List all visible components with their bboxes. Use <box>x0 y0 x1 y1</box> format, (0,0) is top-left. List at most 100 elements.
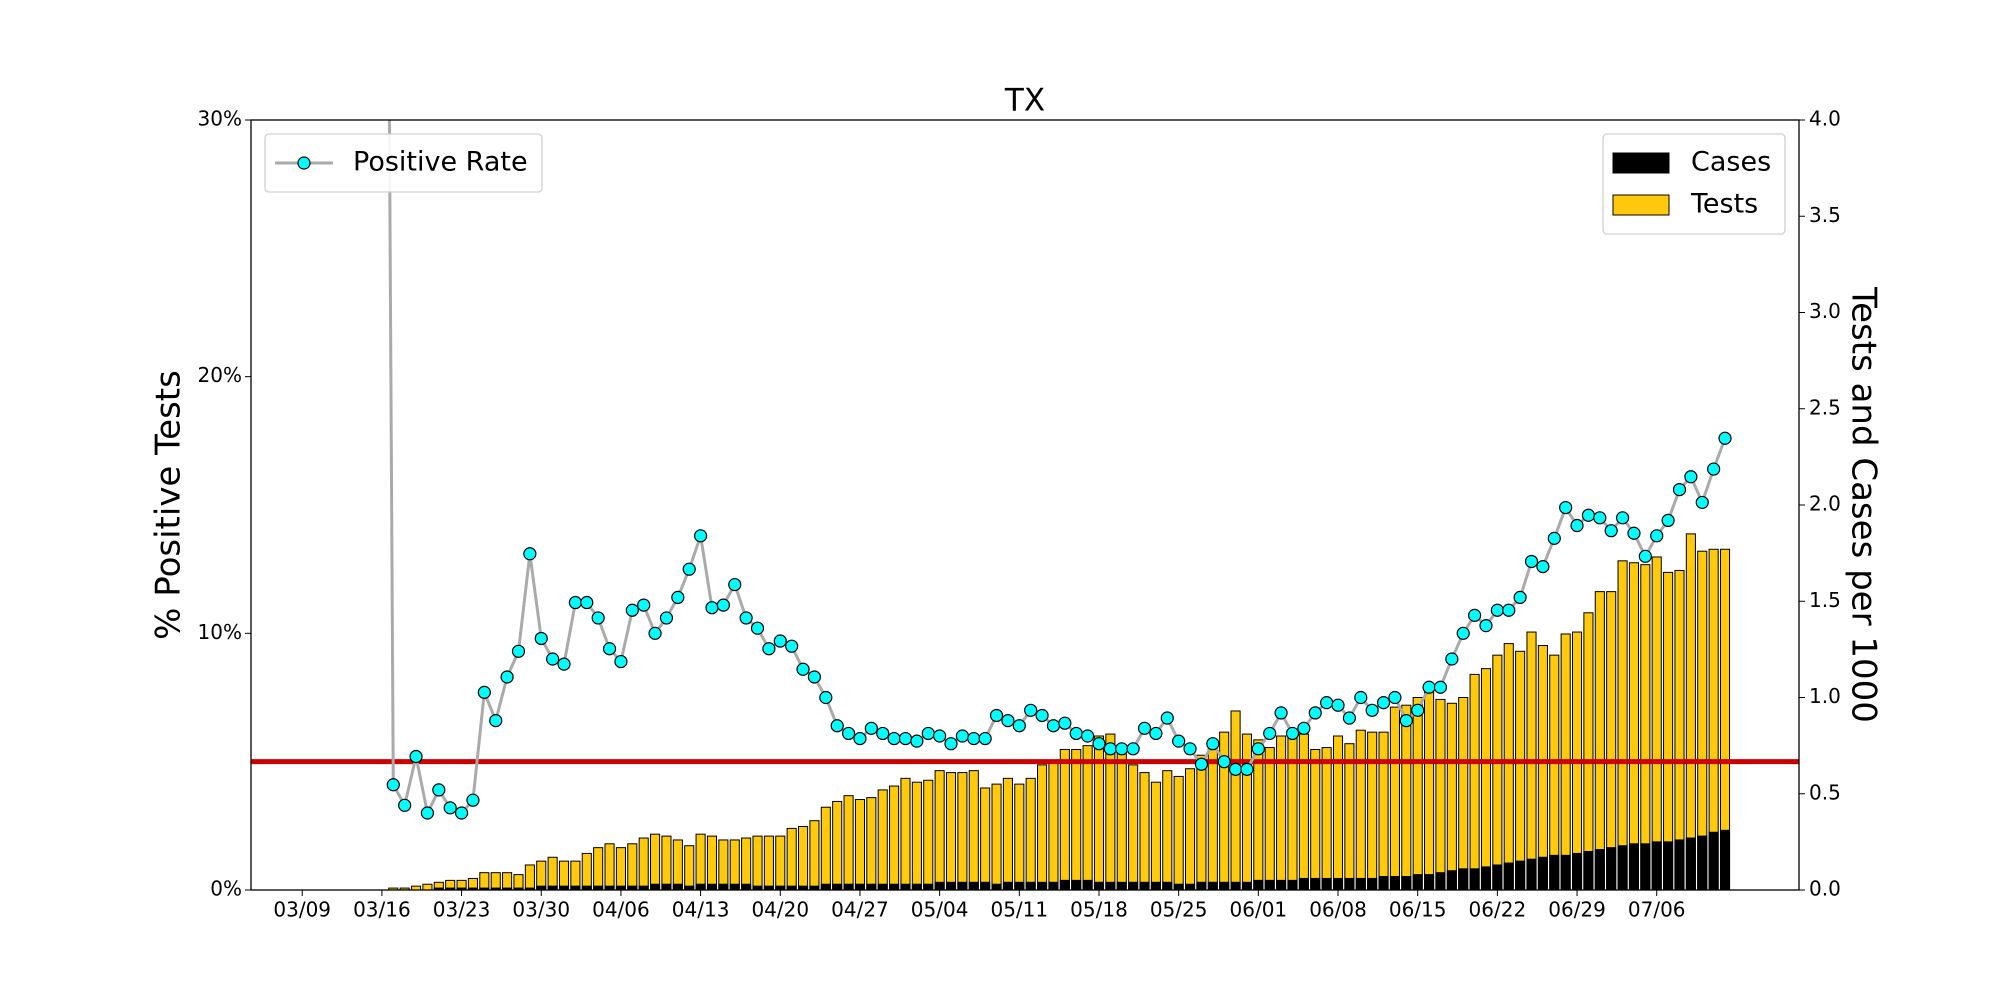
x-tick-label: 05/25 <box>1150 898 1208 922</box>
marker <box>1490 603 1504 617</box>
bar <box>1401 704 1412 891</box>
x-tick-label: 03/23 <box>433 898 491 922</box>
bar <box>1583 612 1594 891</box>
bar <box>820 806 831 891</box>
marker <box>921 726 935 741</box>
bar <box>1287 731 1298 891</box>
marker <box>432 783 446 797</box>
marker <box>1695 495 1709 510</box>
x-tick-label: 03/16 <box>353 898 411 922</box>
marker <box>887 731 901 746</box>
bar <box>1332 877 1344 891</box>
bar <box>763 835 774 891</box>
x-tick-label: 05/11 <box>990 898 1048 922</box>
marker <box>1342 711 1356 725</box>
marker <box>534 631 548 646</box>
y2-tick-label: 2.0 <box>1809 492 1841 516</box>
marker <box>1081 729 1095 743</box>
bar <box>1401 876 1412 891</box>
bar <box>1435 872 1446 891</box>
bar <box>900 883 911 891</box>
bar <box>820 883 831 891</box>
marker <box>489 713 503 728</box>
marker <box>409 749 423 764</box>
marker <box>910 734 924 748</box>
marker <box>1661 513 1675 528</box>
bar <box>1082 745 1093 891</box>
marker <box>819 690 833 705</box>
marker <box>1399 713 1413 728</box>
bar <box>786 827 797 891</box>
bar <box>1059 879 1070 891</box>
marker <box>1581 508 1596 522</box>
legend-swatch <box>1612 194 1670 216</box>
bar <box>706 835 718 891</box>
bar <box>968 770 979 891</box>
bar <box>1549 854 1560 891</box>
marker <box>398 798 412 812</box>
x-tick-label: 06/22 <box>1469 898 1527 922</box>
marker <box>1536 559 1550 574</box>
marker <box>1240 762 1254 776</box>
bar <box>1321 877 1332 891</box>
marker <box>614 654 628 669</box>
y2-tick-label: 2.5 <box>1809 395 1841 419</box>
x-tick-label: 06/08 <box>1309 898 1367 922</box>
bar <box>1651 556 1662 891</box>
bar <box>524 864 535 891</box>
marker <box>523 547 537 561</box>
bar <box>866 797 877 891</box>
bar <box>1230 710 1241 891</box>
bar <box>422 883 433 891</box>
bar <box>1412 697 1423 891</box>
bar <box>1196 881 1207 891</box>
marker <box>739 611 753 625</box>
marker <box>602 642 617 656</box>
bar <box>650 833 661 891</box>
bar <box>1367 731 1378 891</box>
bar <box>1150 881 1161 891</box>
marker <box>1092 737 1106 751</box>
bar <box>604 843 615 891</box>
bar <box>991 883 1002 891</box>
marker <box>1547 531 1561 545</box>
bar <box>1458 697 1469 891</box>
bar <box>672 883 683 891</box>
bar <box>1025 777 1036 891</box>
bar <box>1287 879 1298 891</box>
bar <box>1173 775 1184 891</box>
legend-box <box>264 133 543 193</box>
marker <box>705 601 719 615</box>
bar <box>911 781 922 891</box>
marker <box>1593 511 1607 525</box>
marker <box>1274 706 1288 720</box>
bar <box>1310 748 1321 891</box>
bar <box>1196 754 1207 891</box>
bar <box>547 856 558 891</box>
bar <box>1298 733 1309 891</box>
marker <box>477 685 491 699</box>
bar <box>502 872 513 891</box>
marker <box>1320 696 1334 710</box>
bar <box>843 795 854 891</box>
bar <box>809 820 820 891</box>
bar <box>1162 770 1173 891</box>
bar <box>1708 831 1719 891</box>
bar <box>672 839 683 891</box>
bar <box>1594 591 1605 891</box>
bar <box>1606 847 1617 891</box>
bar <box>1628 843 1640 891</box>
marker <box>1627 526 1641 540</box>
bar <box>1571 852 1583 891</box>
bar <box>1048 881 1059 891</box>
bar <box>923 883 934 891</box>
bar <box>854 799 866 891</box>
y2-tick-label: 3.0 <box>1809 299 1841 323</box>
marker <box>1672 483 1687 497</box>
bar <box>1048 760 1059 891</box>
bar <box>1594 849 1605 891</box>
y-axis-label: % Positive Tests <box>149 370 189 640</box>
bar <box>1037 764 1048 891</box>
marker <box>1285 726 1300 741</box>
marker <box>989 708 1004 723</box>
